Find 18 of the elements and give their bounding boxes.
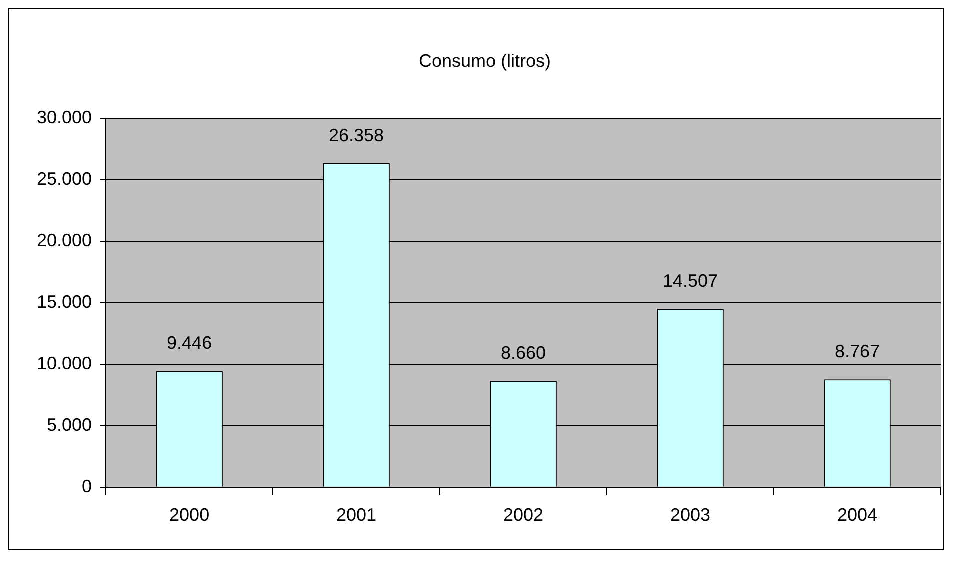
x-tick-label: 2001 (336, 505, 377, 526)
x-tick-label: 2003 (670, 505, 711, 526)
x-tick-label: 2000 (170, 505, 210, 526)
data-label: 14.507 (662, 271, 718, 292)
y-tick-label: 15.000 (36, 292, 92, 312)
chart-title: Consumo (litros) (418, 50, 552, 71)
y-tick-label: 10.000 (36, 353, 92, 374)
y-tick-label: 30.000 (36, 108, 92, 128)
y-tick-label: 5.000 (47, 414, 92, 435)
data-label: 26.358 (329, 125, 384, 146)
data-label: 9.446 (167, 333, 212, 354)
y-tick-label: 20.000 (36, 230, 92, 250)
y-tick-label: 0 (82, 476, 92, 496)
x-tick-label: 2004 (837, 505, 878, 526)
y-tick-label: 25.000 (36, 169, 92, 190)
x-tick-label: 2002 (504, 505, 544, 526)
data-label: 8.660 (501, 342, 546, 363)
data-label: 8.767 (834, 342, 880, 362)
